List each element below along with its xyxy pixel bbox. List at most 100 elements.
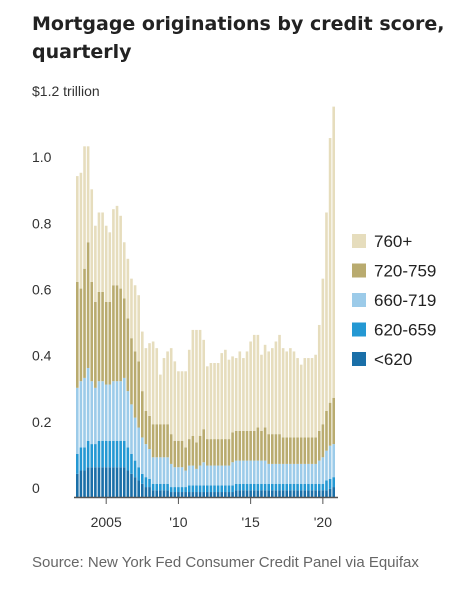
bar-segment <box>162 424 166 458</box>
bar-segment <box>122 242 126 299</box>
bar-segment <box>213 439 216 466</box>
bar-segment <box>159 424 162 458</box>
bar-segment <box>198 485 202 493</box>
bar-segment <box>155 457 159 484</box>
bar-segment <box>104 440 108 468</box>
bar-segment <box>278 483 281 491</box>
bar-segment <box>256 334 260 428</box>
bar-segment <box>209 363 213 440</box>
bar-segment <box>292 490 296 497</box>
y-tick-label: 0 <box>32 480 40 496</box>
bar-segment <box>122 440 126 468</box>
bar-segment <box>238 430 242 461</box>
bar-segment <box>310 483 314 491</box>
bar-segment <box>79 288 83 382</box>
legend-swatch <box>352 293 366 307</box>
bar-segment <box>213 485 216 493</box>
bar-segment <box>328 138 332 403</box>
bar-segment <box>314 483 317 491</box>
bar-segment <box>216 363 220 440</box>
bar-segment <box>169 492 173 497</box>
bar-segment <box>281 437 285 464</box>
bar-segment <box>202 339 205 430</box>
bar-segment <box>289 490 292 497</box>
bar-segment <box>325 212 328 411</box>
bar-segment <box>173 440 177 468</box>
bar-segment <box>292 463 296 484</box>
bar-segment <box>296 358 299 438</box>
bar-segment <box>126 318 130 392</box>
bar-segment <box>307 463 310 484</box>
bar-segment <box>169 487 173 493</box>
bar-segment <box>289 463 292 484</box>
bar-segment <box>202 485 205 493</box>
bar-segment <box>162 457 166 484</box>
bar-segment <box>180 492 184 497</box>
bar-segment <box>234 460 238 484</box>
bar-segment <box>180 487 184 493</box>
bar-segment <box>278 463 281 484</box>
bar-segment <box>148 487 151 497</box>
bar-segment <box>285 437 289 464</box>
bar-segment <box>104 384 108 441</box>
bar-segment <box>141 437 144 474</box>
bar-segment <box>90 381 94 445</box>
bar-segment <box>317 490 321 497</box>
bar-segment <box>112 381 115 441</box>
bar-segment <box>198 465 202 486</box>
bar-segment <box>97 212 101 292</box>
bar-segment <box>195 329 198 443</box>
bar-segment <box>227 439 231 466</box>
bar-segment <box>321 424 325 458</box>
bar-segment <box>281 483 285 491</box>
bar-segment <box>112 440 115 468</box>
bar-segment <box>191 485 195 493</box>
bar-segment <box>220 353 224 440</box>
bar-segment <box>274 341 278 435</box>
bar-segment <box>242 430 245 461</box>
bar-segment <box>310 358 314 438</box>
bar-segment <box>141 473 144 484</box>
bar-segment <box>231 485 234 493</box>
bar-segment <box>278 434 281 464</box>
bar-segment <box>141 331 144 392</box>
bar-segment <box>260 354 263 431</box>
bar-segment <box>285 483 289 491</box>
bar-segment <box>119 215 122 289</box>
bar-segment <box>119 381 122 441</box>
bar-segment <box>209 492 213 497</box>
bar-segment <box>271 348 274 435</box>
bar-segment <box>317 460 321 484</box>
bar-segment <box>112 467 115 497</box>
bar-segment <box>137 361 140 428</box>
bar-segment <box>166 457 169 484</box>
bar-segment <box>292 437 296 464</box>
bar-segment <box>90 444 94 468</box>
bar-segment <box>206 492 209 497</box>
bar-segment <box>325 490 328 497</box>
bar-segment <box>224 492 227 497</box>
bar-segment <box>97 440 101 468</box>
bar-segment <box>101 291 104 382</box>
bar-segment <box>307 483 310 491</box>
bar-segment <box>162 490 166 497</box>
bar-segment <box>104 467 108 497</box>
legend-label: 620-659 <box>374 321 436 340</box>
x-tick-label: 2005 <box>91 514 122 530</box>
bar-segment <box>252 490 256 497</box>
bar-segment <box>227 492 231 497</box>
bar-segment <box>206 465 209 486</box>
bar-segment <box>224 439 227 466</box>
bar-segment <box>180 371 184 441</box>
bar-segment <box>122 377 126 441</box>
bar-segment <box>307 437 310 464</box>
bar-segment <box>263 344 267 428</box>
bar-segment <box>303 490 307 497</box>
bar-segment <box>133 460 137 478</box>
x-tick-label: '20 <box>314 514 332 530</box>
bar-segment <box>119 467 122 497</box>
bar-segment <box>256 490 260 497</box>
bar-segment <box>86 242 90 368</box>
bar-segment <box>332 397 335 445</box>
bar-segment <box>310 463 314 484</box>
